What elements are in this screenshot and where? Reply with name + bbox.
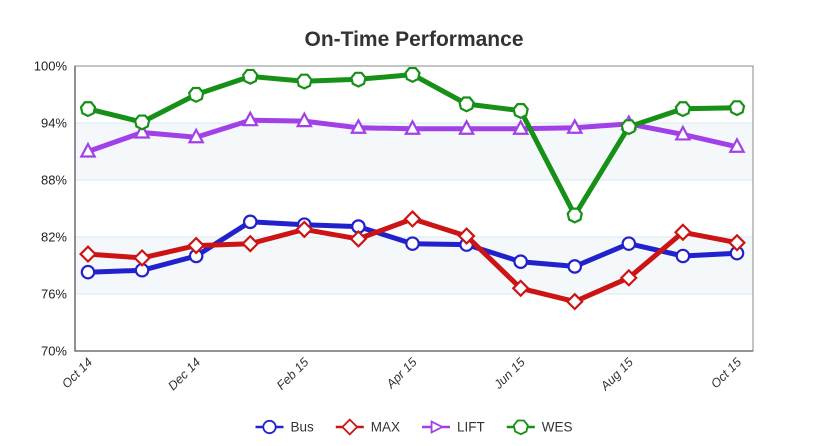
circle-icon [262, 419, 277, 435]
triangle-up-icon [674, 124, 692, 141]
x-axis-label: Dec 14 [165, 355, 203, 393]
triangle-up-icon [404, 118, 421, 135]
triangle-up-icon [79, 141, 97, 158]
hexagon-icon [133, 114, 151, 131]
diamond-icon [728, 233, 746, 252]
hexagon-icon [512, 103, 529, 120]
diamond-icon [457, 227, 476, 246]
diamond-icon [79, 245, 97, 264]
x-axis-label: Oct 14 [59, 355, 95, 391]
hexagon-icon [674, 101, 692, 118]
triangle-up-icon [349, 118, 367, 134]
hexagon-icon [242, 68, 259, 85]
legend-label: WES [542, 420, 573, 435]
hexagon-icon [296, 73, 313, 90]
legend-item-lift[interactable]: LIFT [422, 420, 485, 435]
x-axis-label: Aug 15 [597, 355, 636, 394]
x-axis-label: Apr 15 [383, 355, 420, 392]
series-wes [79, 66, 746, 224]
y-axis-label: 94% [41, 116, 67, 131]
hexagon-icon [187, 86, 205, 103]
circle-icon [513, 254, 528, 270]
diamond-icon [341, 418, 359, 436]
axis-lines [74, 66, 753, 352]
diamond-icon [295, 220, 314, 239]
chart-title: On-Time Performance [304, 28, 523, 51]
triangle-up-icon [512, 118, 530, 135]
legend-item-wes[interactable]: WES [506, 419, 573, 436]
circle-icon [621, 236, 637, 251]
circle-icon [405, 236, 420, 251]
legend-label: Bus [291, 420, 315, 435]
diamond-icon [241, 234, 260, 253]
hexagon-icon [566, 207, 583, 224]
triangle-up-icon [133, 122, 151, 139]
plot-border [74, 65, 754, 352]
x-axis-label: Oct 15 [708, 355, 744, 391]
hexagon-icon [404, 66, 421, 83]
circle-icon [242, 214, 258, 230]
x-axis-label: Jun 15 [491, 355, 528, 392]
hexagon-icon [512, 419, 529, 436]
chart-legend: Bus MAX LIFT WES [255, 418, 573, 436]
series-max [79, 209, 746, 311]
diamond-icon [403, 209, 422, 228]
triangle-up-icon [187, 127, 205, 144]
y-axis-label: 70% [41, 344, 67, 359]
x-axis-label: Feb 15 [274, 355, 311, 392]
triangle-up-icon [458, 118, 476, 135]
diamond-icon [187, 236, 206, 255]
legend-label: LIFT [457, 420, 485, 435]
y-axis-label: 88% [41, 173, 67, 188]
legend-label: MAX [371, 420, 400, 435]
triangle-up-icon [241, 110, 259, 127]
diamond-icon [133, 248, 152, 267]
diamond-icon [619, 268, 638, 287]
legend-item-max[interactable]: MAX [335, 418, 400, 436]
diamond-icon [349, 229, 368, 248]
legend-item-bus[interactable]: Bus [255, 419, 315, 435]
y-axis-label: 100% [34, 59, 68, 74]
y-axis-label: 76% [41, 287, 67, 302]
circle-icon [675, 248, 691, 264]
circle-icon [80, 264, 96, 280]
triangle-up-icon [295, 111, 313, 128]
hexagon-icon [458, 96, 475, 113]
circle-icon [567, 259, 583, 274]
hexagon-icon [79, 101, 97, 118]
hexagon-icon [350, 71, 367, 88]
triangle-up-icon [728, 137, 746, 153]
y-axis-label: 82% [41, 230, 67, 245]
hexagon-icon [620, 119, 638, 136]
triangle-right-icon [430, 420, 445, 434]
hexagon-icon [728, 100, 746, 117]
diamond-icon [673, 223, 692, 242]
diamond-icon [565, 292, 584, 311]
triangle-up-icon [566, 118, 584, 134]
diamond-icon [511, 279, 530, 298]
